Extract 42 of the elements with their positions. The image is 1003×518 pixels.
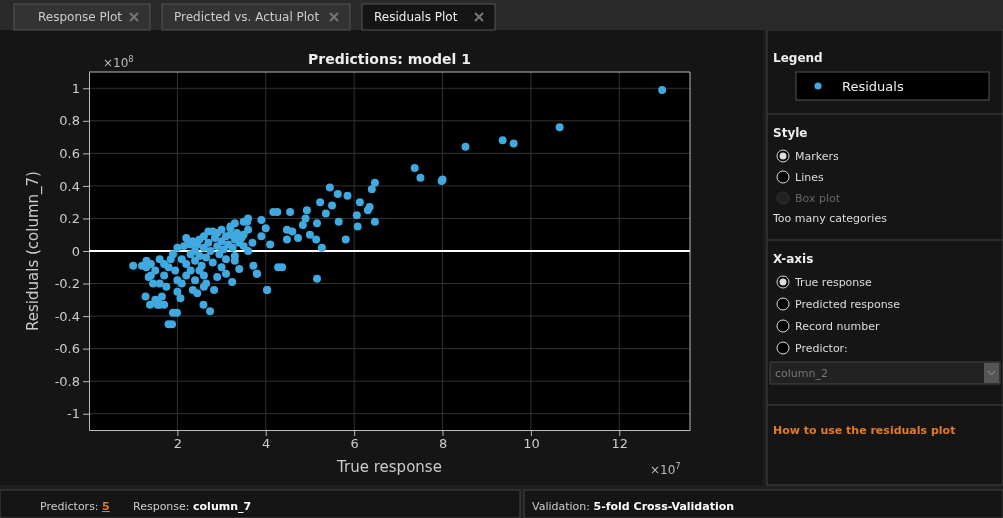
text: Predicted vs. Actual Plot <box>174 10 320 24</box>
y-tick-label: 0.4 <box>59 178 80 194</box>
x-tick-label: 4 <box>262 436 271 452</box>
text: Markers <box>795 150 840 163</box>
text: ×10$^{8}$ <box>103 54 134 70</box>
text: How to use the residuals plot <box>773 424 956 437</box>
y-tick-label: -0.2 <box>54 276 80 292</box>
legend-title: Legend <box>773 51 823 65</box>
y-tick-label: 1 <box>71 80 80 96</box>
x-tick-label: 8 <box>438 436 448 452</box>
x-tick-label: 12 <box>611 436 629 452</box>
text: Validation: 5-fold Cross-Validation <box>532 500 735 513</box>
x-tick-label: 6 <box>350 436 359 452</box>
text: Box plot <box>795 192 841 205</box>
text: X-axis <box>773 252 814 266</box>
chart-title: Predictions: model 1 <box>308 51 471 67</box>
text: Predictor: <box>795 342 848 355</box>
text: Lines <box>795 171 824 184</box>
text: column_2 <box>775 367 828 380</box>
y-tick-label: -0.8 <box>54 373 80 389</box>
text: Predicted response <box>795 298 901 311</box>
text: Response: column_7 <box>133 500 252 513</box>
text: Response Plot <box>38 10 123 24</box>
text: True response <box>794 276 873 289</box>
text: Predictors: 5 <box>40 500 110 513</box>
y-tick-label: 0 <box>71 243 80 259</box>
text: Too many categories <box>772 212 888 225</box>
text: ×10$^{7}$ <box>650 461 681 477</box>
text: Record number <box>795 320 880 333</box>
x-tick-label: 10 <box>523 436 540 452</box>
y-tick-label: -0.6 <box>54 341 80 357</box>
text: Style <box>773 126 808 140</box>
legend-label: Residuals <box>842 79 904 94</box>
y-tick-label: 0.8 <box>59 113 80 129</box>
y-tick-label: -0.4 <box>54 308 80 324</box>
y-tick-label: -1 <box>67 406 80 422</box>
y-tick-label: 0.6 <box>59 146 80 162</box>
x-tick-label: 2 <box>173 436 183 452</box>
y-axis-title: Residuals (column_7) <box>24 171 43 331</box>
y-tick-label: 0.2 <box>59 211 80 227</box>
text: Residuals Plot <box>374 10 458 24</box>
x-axis-title: True response <box>336 458 442 476</box>
